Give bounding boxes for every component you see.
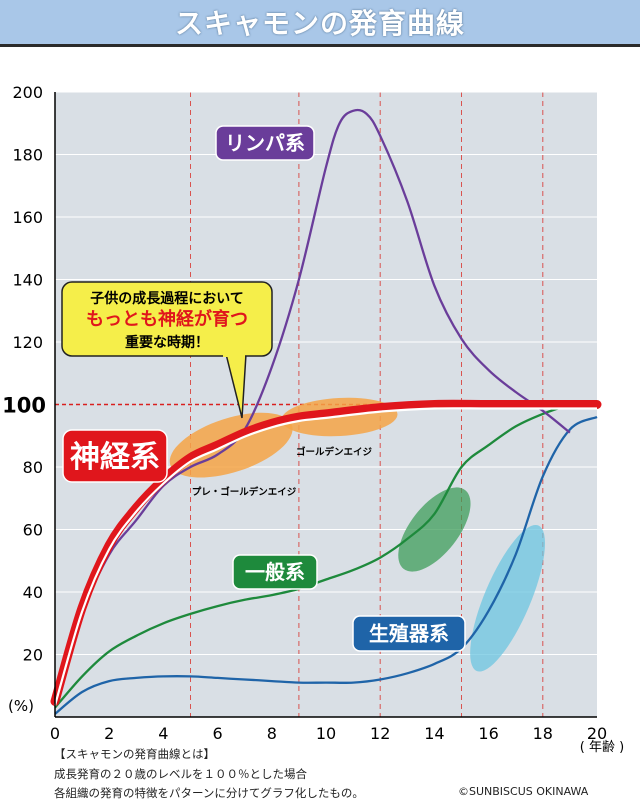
neural-box	[62, 429, 168, 483]
y-tick-label: 160	[12, 208, 43, 227]
x-tick-label: 18	[533, 724, 553, 743]
x-tick-label: 0	[50, 724, 60, 743]
y-tick-label: 100	[2, 394, 46, 418]
y-tick-label: 60	[23, 521, 43, 540]
x-tick-label: 14	[424, 724, 444, 743]
lymph-label: リンパ系	[225, 131, 305, 155]
neural-label: 神経系	[70, 440, 160, 475]
golden-age-label: ゴールデンエイジ	[296, 446, 373, 458]
reproductive-growth-ellipse	[470, 524, 546, 672]
series-line-lymph	[53, 108, 571, 702]
x-tick-label: 6	[213, 724, 223, 743]
axes	[54, 92, 597, 718]
x-tick-label: 10	[316, 724, 336, 743]
lymph-box	[215, 125, 315, 161]
scammon-growth-chart: 20 40 60 80 100 120 140 160 180 200 (%) 0 2 4 6 8 10 12 14…	[2, 83, 624, 753]
x-tick-label: 16	[478, 724, 498, 743]
y-tick-label: 80	[23, 458, 43, 477]
footer-credit: ©SUNBISCUS OKINAWA	[458, 785, 589, 798]
y-tick-label: 20	[23, 646, 43, 665]
callout-line-3: 重要な時期！	[125, 334, 209, 351]
page-title: スキャモンの発育曲線	[174, 7, 465, 40]
series-line-reproductive	[54, 415, 598, 715]
y-tick-label: 120	[12, 333, 43, 352]
general-growth-ellipse	[398, 487, 471, 572]
x-tick-label: 12	[370, 724, 390, 743]
callout-line-2: もっとも神経が育つ	[86, 308, 248, 330]
y-tick-label: 40	[23, 583, 43, 602]
footer-line-3: 各組織の発育の特徴をパターンに分けてグラフ化したもの。	[54, 786, 364, 800]
series-line-neural	[50, 399, 602, 706]
reproductive-label: 生殖器系	[369, 622, 449, 646]
x-tick-label: 2	[104, 724, 114, 743]
y-tick-label: 200	[12, 83, 43, 102]
y-tick-label: 180	[12, 146, 43, 165]
series-line-neural-highlight	[53, 407, 597, 706]
y-tick-label: 140	[12, 271, 43, 290]
pre-golden-age-label: プレ・ゴールデンエイジ	[192, 486, 297, 498]
general-label: 一般系	[245, 560, 305, 584]
title-bar: スキャモンの発育曲線	[0, 0, 640, 47]
y-unit-label: (%)	[8, 697, 34, 715]
reproductive-box	[352, 615, 466, 652]
callout-box	[61, 281, 273, 357]
tick-labels: 20 40 60 80 100 120 140 160 180 200 (%) 0 2 4 6 8 10 12 14…	[2, 83, 624, 753]
callout-line-1: 子供の成長過程において	[90, 290, 244, 307]
x-tick-label: 20	[587, 724, 607, 743]
x-unit-label: ( 年齢 )	[580, 740, 624, 753]
x-tick-label: 4	[158, 724, 168, 743]
general-box	[232, 554, 318, 590]
x-tick-label: 8	[267, 724, 277, 743]
footer-line-2: 成長発育の２０歳のレベルを１００％とした場合	[54, 767, 307, 781]
footer-heading: 【スキャモンの発育曲線とは】	[54, 747, 215, 761]
callout-join	[223, 352, 245, 357]
